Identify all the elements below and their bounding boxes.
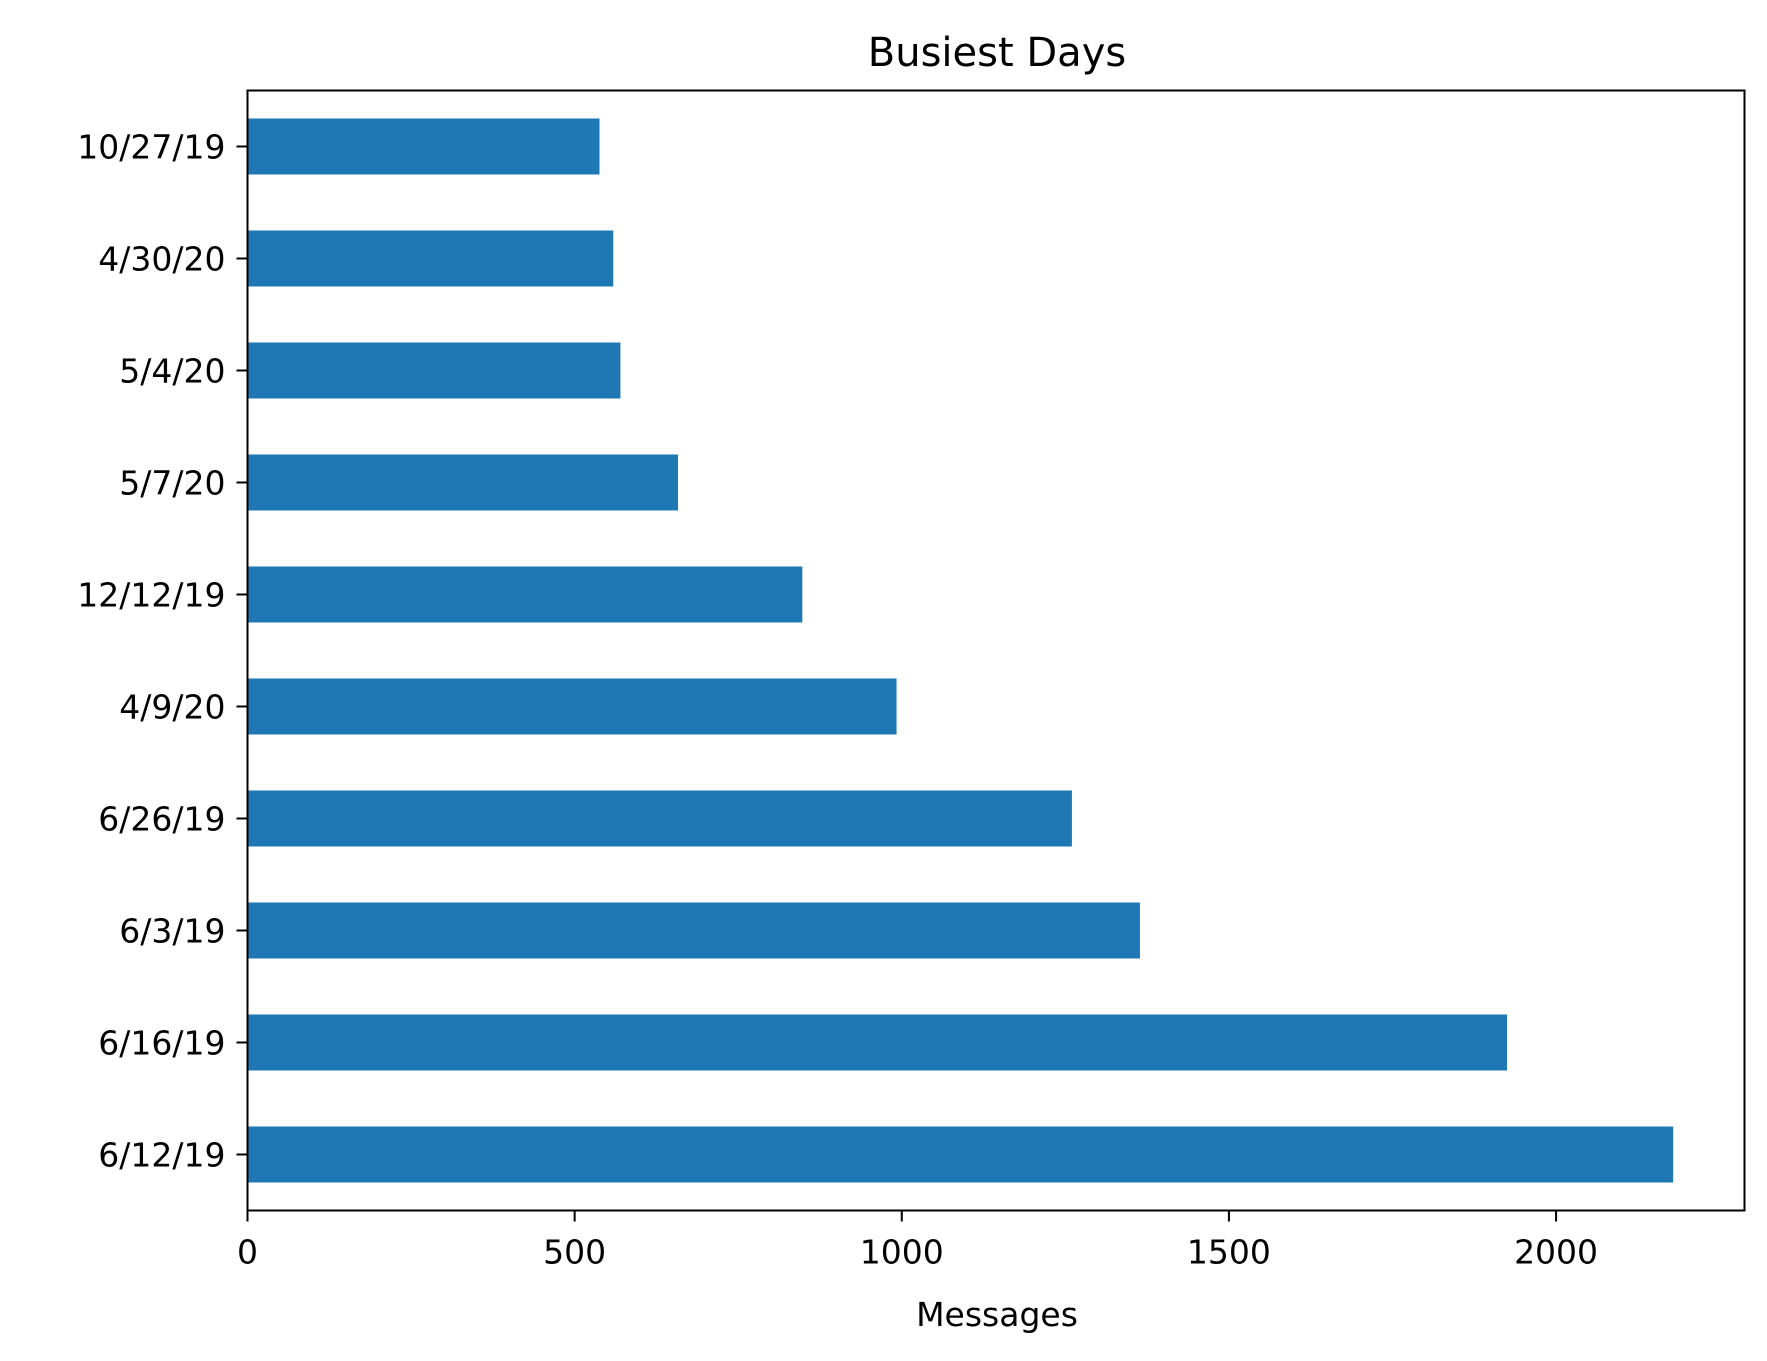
y-tick-label: 5/7/20 [119,464,225,503]
bar [247,678,897,735]
y-tick-label: 6/16/19 [98,1024,225,1063]
bar [247,1126,1674,1183]
x-tick-label: 500 [543,1233,606,1272]
y-tick-label: 10/27/19 [77,128,225,167]
bar [247,790,1072,847]
bar [247,566,803,623]
x-tick-label: 2000 [1514,1233,1598,1272]
y-tick-label: 6/12/19 [98,1136,225,1175]
x-tick-label: 0 [237,1233,258,1272]
bar [247,342,621,399]
y-tick-label: 12/12/19 [77,576,225,615]
bar [247,118,600,175]
bar [247,454,679,511]
y-tick-label: 5/4/20 [119,352,225,391]
x-tick-label: 1000 [860,1233,944,1272]
x-tick-label: 1500 [1187,1233,1271,1272]
bars-layer [247,118,1674,1183]
bar [247,230,614,287]
plot-frame [246,89,1746,1212]
chart-title: Busiest Days [868,30,1126,76]
bar [247,1014,1507,1071]
bar [247,902,1140,959]
y-tick-label: 4/9/20 [119,688,225,727]
y-tick-label: 6/3/19 [119,912,225,951]
y-tick-label: 4/30/20 [98,240,225,279]
axes-layer: 10/27/19 4/30/20 5/4/20 5/7/20 12/12/19 4/9/2… [77,128,1598,1272]
y-tick-label: 6/26/19 [98,800,225,839]
x-axis-label: Messages [916,1295,1078,1334]
